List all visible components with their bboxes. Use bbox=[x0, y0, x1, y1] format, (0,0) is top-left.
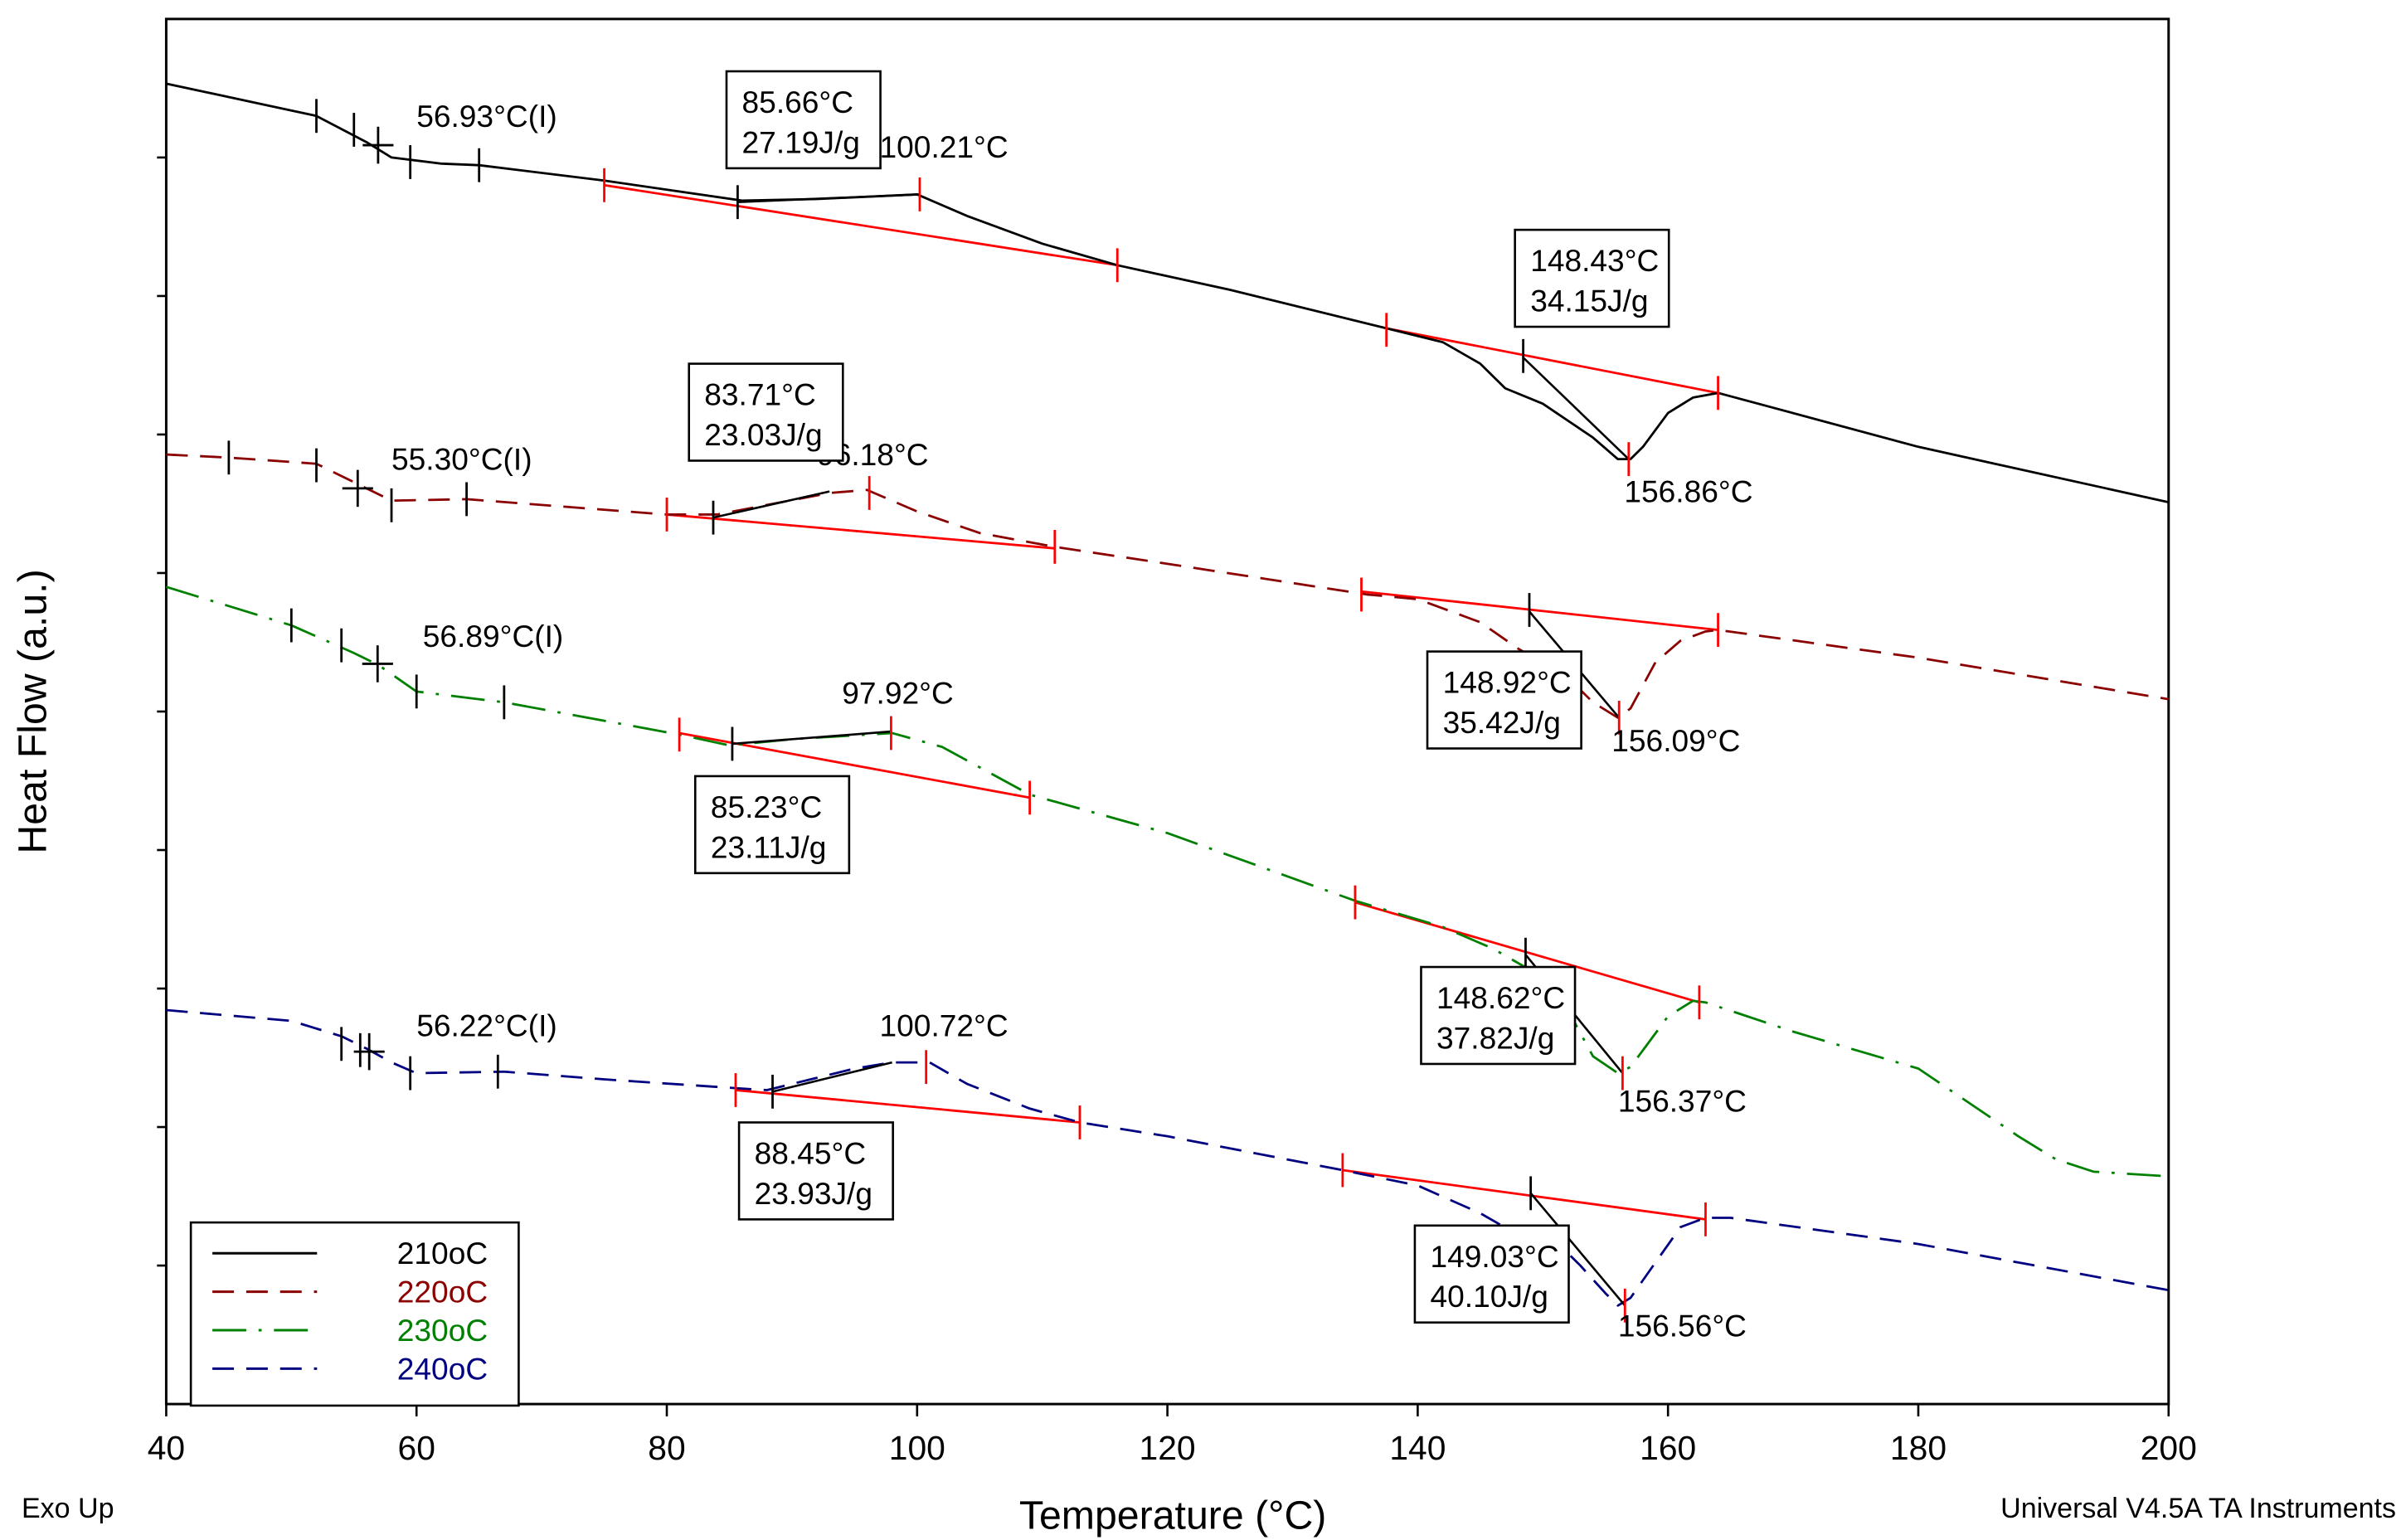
legend-label: 220oC bbox=[397, 1275, 488, 1309]
boxed-label: 149.03°C 40.10J/g bbox=[1413, 1224, 1570, 1324]
series-curves bbox=[166, 82, 2170, 1307]
x-tick-label: 120 bbox=[1140, 1429, 1196, 1467]
baseline-line bbox=[666, 513, 1055, 550]
boxed-label: 88.45°C 23.93J/g bbox=[737, 1121, 894, 1221]
label-box bbox=[1514, 228, 1670, 328]
x-axis: 40 60 80 100 120 140 160 180 200 bbox=[148, 1404, 2197, 1467]
label-box bbox=[725, 70, 882, 170]
legend-label: 240oC bbox=[397, 1351, 488, 1386]
boxed-label-line: 23.93J/g bbox=[755, 1176, 872, 1211]
label-box bbox=[693, 775, 851, 875]
value-label: 55.30°C(I) bbox=[391, 442, 532, 477]
x-axis-label: Temperature (°C) bbox=[1019, 1493, 1327, 1538]
tangent-line bbox=[1522, 357, 1630, 460]
baseline-line bbox=[1361, 590, 1718, 632]
y-axis-ticks bbox=[157, 156, 167, 1267]
tangent-line bbox=[737, 193, 921, 204]
tangent-line bbox=[712, 490, 830, 519]
boxed-label-line: 27.19J/g bbox=[742, 124, 860, 159]
label-box bbox=[1426, 650, 1582, 750]
tangent-line bbox=[1529, 1193, 1626, 1307]
value-label: 156.56°C bbox=[1618, 1308, 1747, 1343]
boxed-label-line: 148.92°C bbox=[1443, 665, 1572, 700]
value-label: 97.92°C bbox=[842, 676, 954, 711]
x-tick-label: 100 bbox=[889, 1429, 945, 1467]
plot-frame bbox=[164, 17, 2170, 1406]
boxed-label-line: 85.66°C bbox=[742, 85, 854, 119]
boxed-label-line: 37.82J/g bbox=[1436, 1020, 1554, 1055]
x-tick-label: 40 bbox=[148, 1429, 185, 1467]
boxed-label: 148.62°C 37.82J/g bbox=[1420, 965, 1577, 1066]
boxed-label-line: 149.03°C bbox=[1430, 1239, 1558, 1274]
boxed-label-line: 88.45°C bbox=[755, 1136, 867, 1171]
boxed-label-line: 85.23°C bbox=[711, 789, 823, 824]
series-220oC bbox=[166, 453, 2170, 719]
tangent-line bbox=[731, 730, 892, 746]
value-label: 156.37°C bbox=[1618, 1083, 1747, 1118]
x-tick-label: 80 bbox=[648, 1429, 685, 1467]
label-box bbox=[1413, 1224, 1570, 1324]
label-box bbox=[1420, 965, 1577, 1066]
value-label: 56.93°C(I) bbox=[416, 99, 557, 134]
boxed-label: 148.92°C 35.42J/g bbox=[1426, 650, 1582, 750]
series-240oC bbox=[166, 1008, 2170, 1307]
boxed-label: 85.66°C 27.19J/g bbox=[725, 70, 882, 170]
boxed-label-line: 40.10J/g bbox=[1430, 1279, 1548, 1314]
boxed-label-line: 35.42J/g bbox=[1443, 705, 1561, 740]
baseline-line bbox=[1342, 1168, 1706, 1221]
tangent-line bbox=[772, 1061, 892, 1093]
instrument-note: Universal V4.5A TA Instruments bbox=[2000, 1493, 2396, 1524]
boxed-label-line: 23.11J/g bbox=[711, 829, 827, 864]
series-210oC bbox=[166, 82, 2170, 503]
boxed-label-line: 83.71°C bbox=[704, 377, 816, 412]
value-label: 156.86°C bbox=[1624, 474, 1752, 509]
baseline-line bbox=[1386, 327, 1718, 395]
y-axis-label: Heat Flow (a.u.) bbox=[11, 569, 56, 853]
value-label: 156.09°C bbox=[1611, 723, 1740, 758]
value-label: 56.22°C(I) bbox=[416, 1008, 557, 1043]
boxed-label: 148.43°C 34.15J/g bbox=[1514, 228, 1670, 328]
x-tick-label: 180 bbox=[1890, 1429, 1947, 1467]
series-230oC bbox=[166, 585, 2169, 1178]
boxed-label: 83.71°C 23.03J/g bbox=[688, 362, 844, 462]
baseline-line bbox=[735, 1089, 1081, 1124]
x-tick-label: 160 bbox=[1640, 1429, 1696, 1467]
value-label: 56.89°C(I) bbox=[423, 619, 564, 653]
value-label: 100.72°C bbox=[880, 1008, 1009, 1043]
label-box bbox=[737, 1121, 894, 1221]
legend-label: 210oC bbox=[397, 1236, 488, 1270]
boxed-label-line: 34.15J/g bbox=[1530, 283, 1648, 318]
x-tick-label: 60 bbox=[398, 1429, 435, 1467]
value-label: 100.21°C bbox=[880, 129, 1009, 164]
boxed-label-line: 23.03J/g bbox=[704, 417, 822, 452]
boxed-label: 85.23°C 23.11J/g bbox=[693, 775, 851, 875]
boxed-label-line: 148.43°C bbox=[1530, 243, 1659, 278]
marker-ticks bbox=[227, 99, 1719, 1323]
exo-up-note: Exo Up bbox=[22, 1493, 114, 1524]
x-tick-label: 140 bbox=[1389, 1429, 1446, 1467]
label-box bbox=[688, 362, 844, 462]
legend-label: 230oC bbox=[397, 1313, 488, 1348]
x-tick-label: 200 bbox=[2141, 1429, 2197, 1467]
boxed-label-line: 148.62°C bbox=[1436, 980, 1565, 1015]
baseline-line bbox=[604, 183, 1118, 267]
